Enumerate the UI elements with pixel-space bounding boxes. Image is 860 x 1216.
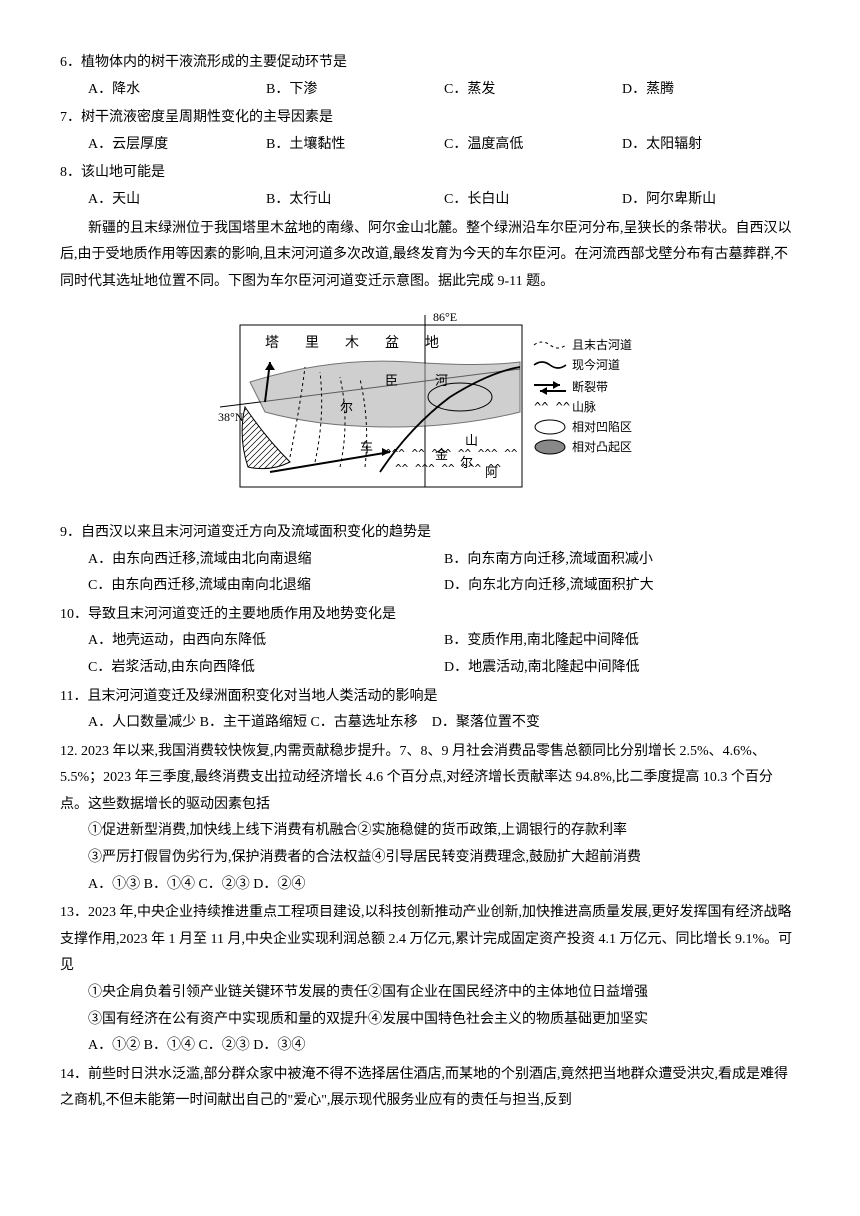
q14-stem: 14．前些时日洪水泛滥,部分群众家中被淹不得不选择居住酒店,而某地的个别酒店,竟…: [60, 1062, 800, 1115]
passage-1: 新疆的且末绿洲位于我国塔里木盆地的南缘、阿尔金山北麓。整个绿洲沿车尔臣河分布,呈…: [60, 216, 800, 296]
q13-opts: A．①② B．①④ C．②③ D．③④: [60, 1033, 800, 1060]
svg-text:^^^ ^^ ^^^ ^^ ^^^ ^^: ^^^ ^^ ^^^ ^^ ^^^ ^^: [385, 447, 518, 460]
q7-options: A．云层厚度 B．土壤黏性 C．温度高低 D．太阳辐射: [60, 132, 800, 159]
q9-stem: 9．自西汉以来且末河河道变迁方向及流域面积变化的趋势是: [60, 520, 800, 547]
q7-opt-d: D．太阳辐射: [622, 132, 800, 159]
q6-opt-c: C．蒸发: [444, 77, 622, 104]
question-14: 14．前些时日洪水泛滥,部分群众家中被淹不得不选择居住酒店,而某地的个别酒店,竟…: [60, 1062, 800, 1115]
q9-options-row1: A．由东向西迁移,流域由北向南退缩 B．向东南方向迁移,流域面积减小: [60, 547, 800, 574]
q8-opt-c: C．长白山: [444, 187, 622, 214]
q13-s1: ①央企肩负着引领产业链关键环节发展的责任②国有企业在国民经济中的主体地位日益增强: [60, 980, 800, 1007]
q12-stem: 12. 2023 年以来,我国消费较快恢复,内需贡献稳步提升。7、8、9 月社会…: [60, 739, 800, 819]
legend-modern: 现今河道: [572, 357, 620, 372]
question-12: 12. 2023 年以来,我国消费较快恢复,内需贡献稳步提升。7、8、9 月社会…: [60, 739, 800, 899]
q6-opt-d: D．蒸腾: [622, 77, 800, 104]
figure-legend: 且末古河道 现今河道 断裂带 ^^ ^^ 山脉 相对凹陷区 相对凸起区: [534, 337, 632, 454]
q6-options: A．降水 B．下渗 C．蒸发 D．蒸腾: [60, 77, 800, 104]
svg-text:臣: 臣: [385, 373, 398, 388]
q13-stem: 13．2023 年,中央企业持续推进重点工程项目建设,以科技创新推动产业创新,加…: [60, 900, 800, 980]
basin-label: 塔 里 木 盆 地: [265, 335, 445, 351]
q7-opt-b: B．土壤黏性: [266, 132, 444, 159]
q13-s2: ③国有经济在公有资产中实现质和量的双提升④发展中国特色社会主义的物质基础更加坚实: [60, 1007, 800, 1034]
q10-options-row1: A．地壳运动，由西向东降低 B．变质作用,南北隆起中间降低: [60, 628, 800, 655]
svg-text:阿: 阿: [485, 465, 498, 480]
svg-text:山: 山: [465, 433, 478, 448]
question-8: 8．该山地可能是 A．天山 B．太行山 C．长白山 D．阿尔卑斯山: [60, 160, 800, 213]
q9-opt-a: A．由东向西迁移,流域由北向南退缩: [88, 547, 444, 574]
q7-stem: 7．树干流液密度呈周期性变化的主导因素是: [60, 105, 800, 132]
question-13: 13．2023 年,中央企业持续推进重点工程项目建设,以科技创新推动产业创新,加…: [60, 900, 800, 1060]
q11-opts: A．人口数量减少 B．主干道路缩短 C．古墓选址东移 D．聚落位置不变: [60, 710, 800, 737]
question-10: 10．导致且末河河道变迁的主要地质作用及地势变化是 A．地壳运动，由西向东降低 …: [60, 602, 800, 682]
svg-text:金: 金: [435, 447, 448, 462]
q12-opts: A．①③ B．①④ C．②③ D．②④: [60, 872, 800, 899]
q10-stem: 10．导致且末河河道变迁的主要地质作用及地势变化是: [60, 602, 800, 629]
legend-mountain: 山脉: [572, 399, 596, 414]
svg-text:车: 车: [360, 440, 373, 455]
question-7: 7．树干流液密度呈周期性变化的主导因素是 A．云层厚度 B．土壤黏性 C．温度高…: [60, 105, 800, 158]
q11-stem: 11．且末河河道变迁及绿洲面积变化对当地人类活动的影响是: [60, 684, 800, 711]
river-body: [250, 362, 520, 428]
q7-opt-a: A．云层厚度: [88, 132, 266, 159]
legend-uplift: 相对凸起区: [572, 440, 632, 454]
svg-text:^^ ^^: ^^ ^^: [534, 400, 570, 414]
q8-options: A．天山 B．太行山 C．长白山 D．阿尔卑斯山: [60, 187, 800, 214]
q10-opt-a: A．地壳运动，由西向东降低: [88, 628, 444, 655]
q12-s1: ①促进新型消费,加快线上线下消费有机融合②实施稳健的货币政策,上调银行的存款利率: [60, 818, 800, 845]
lon-label: 86°E: [433, 310, 457, 324]
legend-fault: 断裂带: [572, 379, 608, 394]
q10-opt-b: B．变质作用,南北隆起中间降低: [444, 628, 800, 655]
q10-options-row2: C．岩浆活动,由东向西降低 D．地震活动,南北隆起中间降低: [60, 655, 800, 682]
legend-ancient: 且末古河道: [572, 337, 632, 352]
q9-options-row2: C．由东向西迁移,流域由南向北退缩 D．向东北方向迁移,流域面积扩大: [60, 573, 800, 600]
q8-opt-a: A．天山: [88, 187, 266, 214]
q8-opt-b: B．太行山: [266, 187, 444, 214]
q9-opt-b: B．向东南方向迁移,流域面积减小: [444, 547, 800, 574]
q9-opt-d: D．向东北方向迁移,流域面积扩大: [444, 573, 800, 600]
legend-depress: 相对凹陷区: [572, 419, 632, 434]
map-figure: 86°E 38°N 塔 里 木 盆 地 车 尔 臣 河 ^^^ ^^ ^^^ ^…: [60, 307, 800, 508]
q10-opt-d: D．地震活动,南北隆起中间降低: [444, 655, 800, 682]
q8-opt-d: D．阿尔卑斯山: [622, 187, 800, 214]
svg-text:尔: 尔: [340, 400, 353, 415]
q6-stem: 6．植物体内的树干液流形成的主要促动环节是: [60, 50, 800, 77]
q8-stem: 8．该山地可能是: [60, 160, 800, 187]
q12-s2: ③严厉打假冒伪劣行为,保护消费者的合法权益④引导居民转变消费理念,鼓励扩大超前消…: [60, 845, 800, 872]
svg-text:尔: 尔: [460, 455, 473, 470]
question-11: 11．且末河河道变迁及绿洲面积变化对当地人类活动的影响是 A．人口数量减少 B．…: [60, 684, 800, 737]
q7-opt-c: C．温度高低: [444, 132, 622, 159]
question-6: 6．植物体内的树干液流形成的主要促动环节是 A．降水 B．下渗 C．蒸发 D．蒸…: [60, 50, 800, 103]
q6-opt-a: A．降水: [88, 77, 266, 104]
q10-opt-c: C．岩浆活动,由东向西降低: [88, 655, 444, 682]
q9-opt-c: C．由东向西迁移,流域由南向北退缩: [88, 573, 444, 600]
question-9: 9．自西汉以来且末河河道变迁方向及流域面积变化的趋势是 A．由东向西迁移,流域由…: [60, 520, 800, 600]
q6-opt-b: B．下渗: [266, 77, 444, 104]
